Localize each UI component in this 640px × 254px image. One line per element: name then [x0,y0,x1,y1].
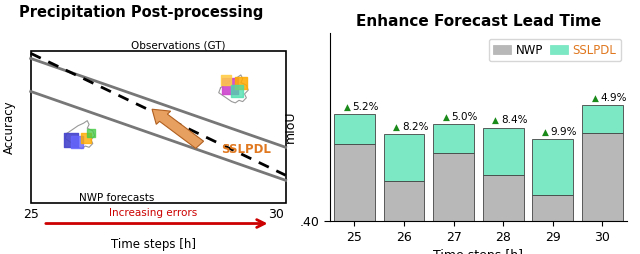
Bar [582,133,623,221]
Text: 8.4%: 8.4% [501,115,528,125]
Point [72,140,82,144]
Text: 5.0%: 5.0% [452,112,478,122]
Bar [383,181,424,221]
Y-axis label: mIoU: mIoU [284,111,296,143]
Text: Accuracy: Accuracy [3,100,16,154]
Bar [334,115,375,144]
Bar [31,51,285,203]
Text: ▲: ▲ [542,128,548,137]
Text: ▲: ▲ [344,103,350,112]
Bar [483,176,524,221]
Title: Enhance Forecast Lead Time: Enhance Forecast Lead Time [356,14,601,29]
Text: 8.2%: 8.2% [402,122,429,132]
Text: 9.9%: 9.9% [551,127,577,137]
Legend: NWP, SSLPDL: NWP, SSLPDL [489,39,621,61]
Text: SSLPDL: SSLPDL [221,143,271,156]
Text: ▲: ▲ [591,93,598,103]
Bar [483,128,524,176]
Bar [582,105,623,133]
Text: ▲: ▲ [393,123,400,132]
Point [65,138,76,142]
Text: 5.2%: 5.2% [353,102,379,112]
FancyArrow shape [152,109,204,148]
Point [232,89,242,93]
Point [86,131,96,135]
Text: Observations (GT): Observations (GT) [131,41,225,51]
Bar [532,139,573,195]
Bar [334,144,375,221]
Bar [433,124,474,153]
Point [81,136,91,140]
Text: Increasing errors: Increasing errors [109,209,198,218]
X-axis label: Time steps [h]: Time steps [h] [433,249,524,254]
Point [221,78,231,82]
Text: Precipitation Post-processing: Precipitation Post-processing [19,5,264,20]
Text: 25: 25 [23,208,38,221]
Text: NWP forecasts: NWP forecasts [79,193,154,203]
Text: 4.9%: 4.9% [600,92,627,103]
Text: ▲: ▲ [443,113,449,122]
Bar [383,134,424,181]
Text: Time steps [h]: Time steps [h] [111,239,196,251]
Point [225,84,236,88]
Text: ▲: ▲ [492,116,499,125]
Bar [433,153,474,221]
Bar [532,195,573,221]
Text: 30: 30 [269,208,284,221]
Point [236,81,246,85]
